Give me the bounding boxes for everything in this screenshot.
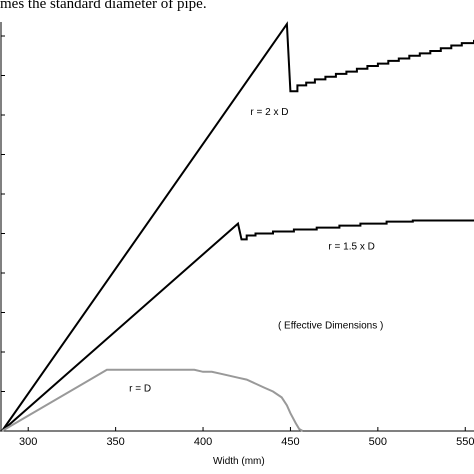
annotation-1: r = 1.5 x D	[328, 241, 374, 252]
chart-annotations: r = 2 x D r = 1.5 x D ( Effective Dimensio…	[129, 107, 383, 395]
x-tick-label-0: 300	[19, 436, 37, 448]
annotation-2: ( Effective Dimensions )	[278, 320, 383, 331]
annotation-3: r = D	[129, 384, 151, 395]
x-tick-label-3: 450	[281, 436, 299, 448]
x-tick-label-4: 500	[369, 436, 387, 448]
x-axis-label: Width (mm)	[213, 456, 265, 467]
x-tick-label-1: 350	[106, 436, 124, 448]
chart-series	[1, 21, 474, 432]
series-line-1	[1, 21, 474, 432]
chart-axes: 300 350 400 450 500 550	[0, 22, 474, 448]
series-line-2	[1, 219, 474, 432]
x-tick-label-5: 550	[456, 436, 474, 448]
caption-text: mes the standard diameter of pipe.	[0, 0, 207, 12]
annotation-0: r = 2 x D	[250, 107, 288, 118]
series-line-3	[1, 368, 304, 432]
x-tick-label-2: 400	[194, 436, 212, 448]
